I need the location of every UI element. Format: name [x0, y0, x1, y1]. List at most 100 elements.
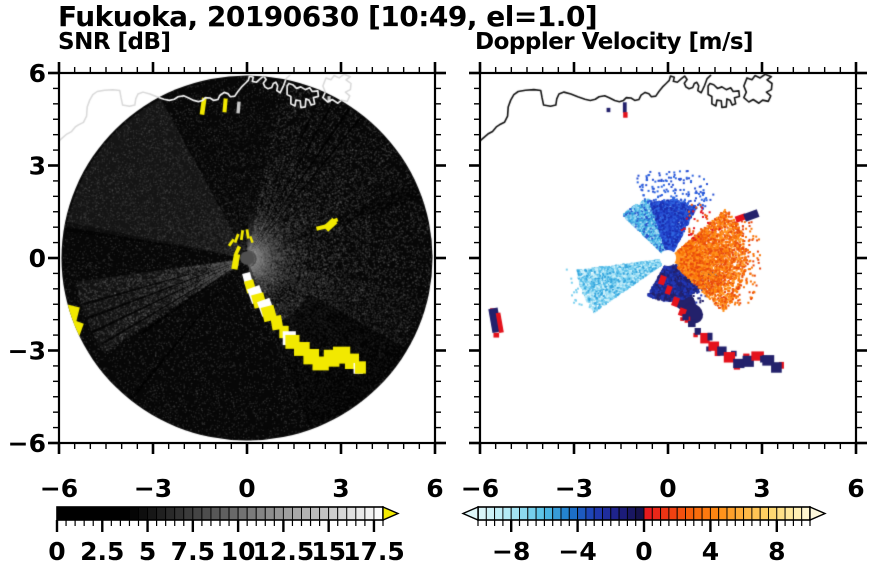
x-tick-label: 6 [847, 474, 864, 503]
colorbar-segment [709, 506, 720, 521]
colorbar-segment [543, 506, 554, 521]
colorbar-segment [585, 506, 595, 521]
colorbar-segment [751, 506, 761, 521]
colorbar-tick-label: −4 [558, 537, 596, 566]
colorbar-segment [485, 506, 496, 521]
x-tick-label: 0 [659, 474, 676, 503]
colorbar-segment [319, 506, 330, 521]
colorbar-segment [101, 506, 112, 521]
y-tick-label: 0 [29, 244, 46, 273]
colorbar-segment [693, 506, 703, 521]
y-tick-label: −6 [8, 429, 46, 458]
colorbar-segment [273, 506, 284, 521]
x-tick-label: −3 [134, 474, 172, 503]
colorbar-tick-label: 12.5 [253, 537, 315, 566]
snr-panel-title: SNR [dB] [58, 29, 171, 55]
colorbar-segment [519, 506, 529, 521]
colorbar-segment [801, 506, 811, 521]
colorbar-tick-label: 0 [635, 537, 652, 566]
figure-title: Fukuoka, 20190630 [10:49, el=1.0] [58, 0, 598, 33]
colorbar-tick-label: 2.5 [80, 537, 124, 566]
colorbar-segment [138, 506, 149, 521]
colorbar-segment [147, 506, 158, 521]
colorbar-tick-label: 15 [311, 537, 346, 566]
colorbar-segment [494, 506, 504, 521]
colorbar-segment [593, 506, 603, 521]
colorbar-segment [346, 506, 357, 521]
x-tick-label: 3 [332, 474, 349, 503]
colorbar-tick-label: −8 [492, 537, 530, 566]
colorbar-segment [568, 506, 579, 521]
colorbar-segment [228, 506, 239, 521]
colorbar-segment [255, 506, 266, 521]
colorbar-segment [701, 506, 711, 521]
colorbar-segment [364, 506, 375, 521]
colorbar-segment [477, 506, 487, 521]
colorbar-outline [477, 506, 811, 521]
colorbar-segment [337, 506, 348, 521]
colorbar-segment [685, 506, 695, 521]
colorbar-segment [626, 506, 637, 521]
x-tick-label: 3 [753, 474, 770, 503]
colorbar-tick-label: 17.5 [343, 537, 405, 566]
y-tick-label: −3 [8, 337, 46, 366]
colorbar-segment [373, 506, 384, 521]
y-tick-label: 3 [29, 152, 46, 181]
colorbar-segment [201, 506, 212, 521]
colorbar-segment [759, 506, 769, 521]
colorbar-segment [74, 506, 85, 521]
colorbar-segment [660, 506, 670, 521]
colorbar-segment [264, 506, 275, 521]
colorbar-segment [237, 506, 248, 521]
x-tick-label: 0 [238, 474, 255, 503]
colorbar-under-arrow [461, 505, 479, 522]
colorbar-over-arrow [809, 505, 827, 522]
colorbar-segment [246, 506, 257, 521]
colorbar-segment [219, 506, 230, 521]
doppler-raster-plot [480, 73, 856, 443]
snr-raster-plot [59, 73, 435, 443]
colorbar-segment [301, 506, 312, 521]
x-tick-label: −6 [40, 474, 78, 503]
colorbar-tick-label: 5 [139, 537, 156, 566]
colorbar-segment [776, 506, 786, 521]
colorbar-segment [784, 506, 794, 521]
colorbar-segment [618, 506, 628, 521]
colorbar-tick-label: 4 [702, 537, 719, 566]
colorbar-over-arrow [382, 505, 400, 522]
colorbar-segment [282, 506, 293, 521]
colorbar-segment [734, 506, 745, 521]
colorbar-segment [210, 506, 221, 521]
colorbar-tick-label: 8 [768, 537, 785, 566]
colorbar-segment [83, 506, 94, 521]
colorbar-segment [535, 506, 545, 521]
colorbar-tick-label: 7.5 [171, 537, 215, 566]
doppler-panel-title: Doppler Velocity [m/s] [475, 29, 754, 55]
doppler-colorbar: −8 −4 0 4 8 [461, 505, 827, 566]
colorbar-segment [65, 506, 76, 521]
colorbar-segment [668, 506, 678, 521]
colorbar-segment [291, 506, 302, 521]
colorbar-tick-label: 10 [221, 537, 256, 566]
colorbar-segment [610, 506, 620, 521]
colorbar-segment [92, 506, 103, 521]
colorbar-segment [502, 506, 512, 521]
colorbar-tick-label: 0 [48, 537, 65, 566]
colorbar-segment [128, 506, 139, 521]
x-tick-label: −6 [461, 474, 499, 503]
colorbar-segment [792, 506, 803, 521]
colorbar-segment [743, 506, 753, 521]
y-tick-label: 6 [29, 59, 46, 88]
colorbar-segment [56, 506, 67, 521]
colorbar-segment [718, 506, 728, 521]
colorbar-segment [726, 506, 736, 521]
colorbar-segment [110, 506, 121, 521]
colorbar-segment [174, 506, 185, 521]
colorbar-segment [192, 506, 203, 521]
colorbar-segment [510, 506, 520, 521]
colorbar-segment [643, 506, 653, 521]
colorbar-outline [56, 506, 384, 521]
colorbar-segment [527, 506, 537, 521]
